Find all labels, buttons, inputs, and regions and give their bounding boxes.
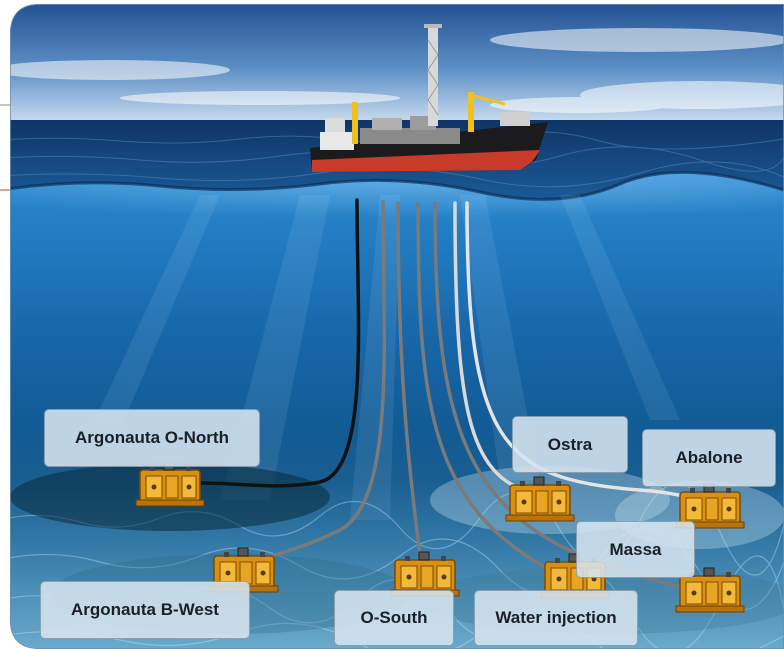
label-argonauta-o-north: Argonauta O-North bbox=[44, 409, 260, 467]
riser-massa bbox=[433, 201, 707, 594]
label-ostra: Ostra bbox=[512, 416, 628, 473]
fpso-vessel bbox=[310, 24, 548, 172]
label-massa: Massa bbox=[576, 521, 695, 578]
label-argonauta-b-west: Argonauta B-West bbox=[40, 581, 250, 639]
riser-argonauta-o-north bbox=[198, 198, 361, 488]
riser-water-injection bbox=[416, 201, 562, 577]
risers bbox=[198, 198, 712, 594]
label-abalone: Abalone bbox=[642, 429, 776, 487]
clouds bbox=[10, 28, 784, 113]
riser-o-south bbox=[396, 201, 424, 572]
label-o-south: O-South bbox=[334, 590, 454, 646]
riser-argonauta-b-west bbox=[243, 200, 387, 567]
label-water-injection: Water injection bbox=[474, 590, 638, 646]
